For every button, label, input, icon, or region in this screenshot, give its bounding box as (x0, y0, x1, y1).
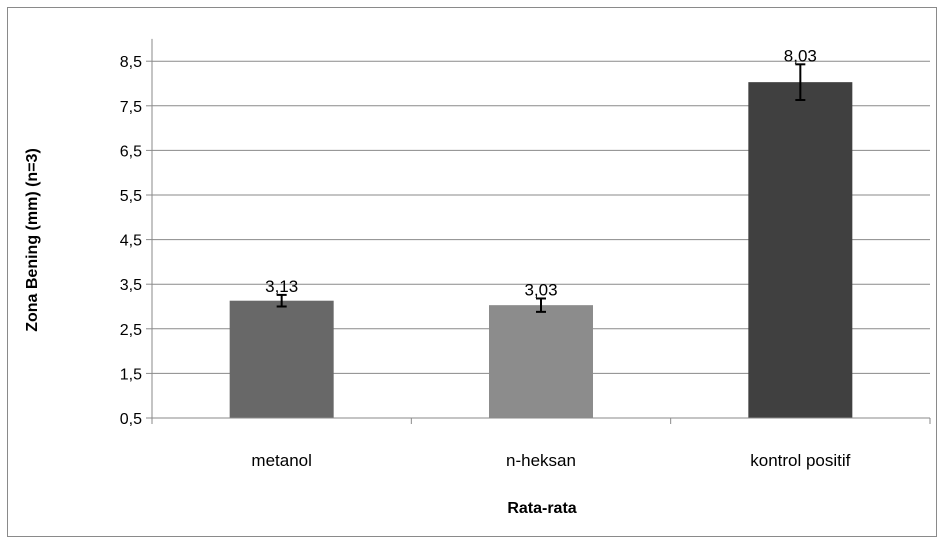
y-tick-label: 1,5 (120, 366, 142, 383)
labels: 3,13 metanol 3,03 n-heksan 8,03 kontrol posit… (251, 46, 850, 470)
x-axis-title: Rata-rata (507, 500, 576, 517)
x-category-label: kontrol positif (750, 451, 850, 470)
bars (229, 63, 853, 419)
data-label: 8,03 (784, 46, 817, 65)
x-category-label: n-heksan (506, 451, 576, 470)
y-tick-label: 2,5 (120, 322, 142, 339)
bar (489, 305, 593, 418)
y-axis-title: Zona Bening (mm) (n=3) (24, 148, 41, 332)
y-tick-label: 7,5 (120, 99, 142, 116)
y-tick-label: 3,5 (120, 277, 142, 294)
axes (151, 38, 931, 424)
y-tick-label: 4,5 (120, 233, 142, 250)
y-axis-ticks: 0,5 1,5 2,5 3,5 4,5 5,5 6,5 7,5 8,5 (120, 54, 152, 428)
bar (748, 82, 853, 419)
y-tick-label: 6,5 (120, 143, 142, 160)
y-tick-label: 0,5 (120, 411, 142, 428)
y-tick-label: 8,5 (120, 54, 142, 71)
bar (229, 300, 334, 418)
x-category-label: metanol (251, 451, 311, 470)
data-label: 3,13 (265, 277, 298, 296)
data-label: 3,03 (524, 280, 557, 299)
y-tick-label: 5,5 (120, 188, 142, 205)
